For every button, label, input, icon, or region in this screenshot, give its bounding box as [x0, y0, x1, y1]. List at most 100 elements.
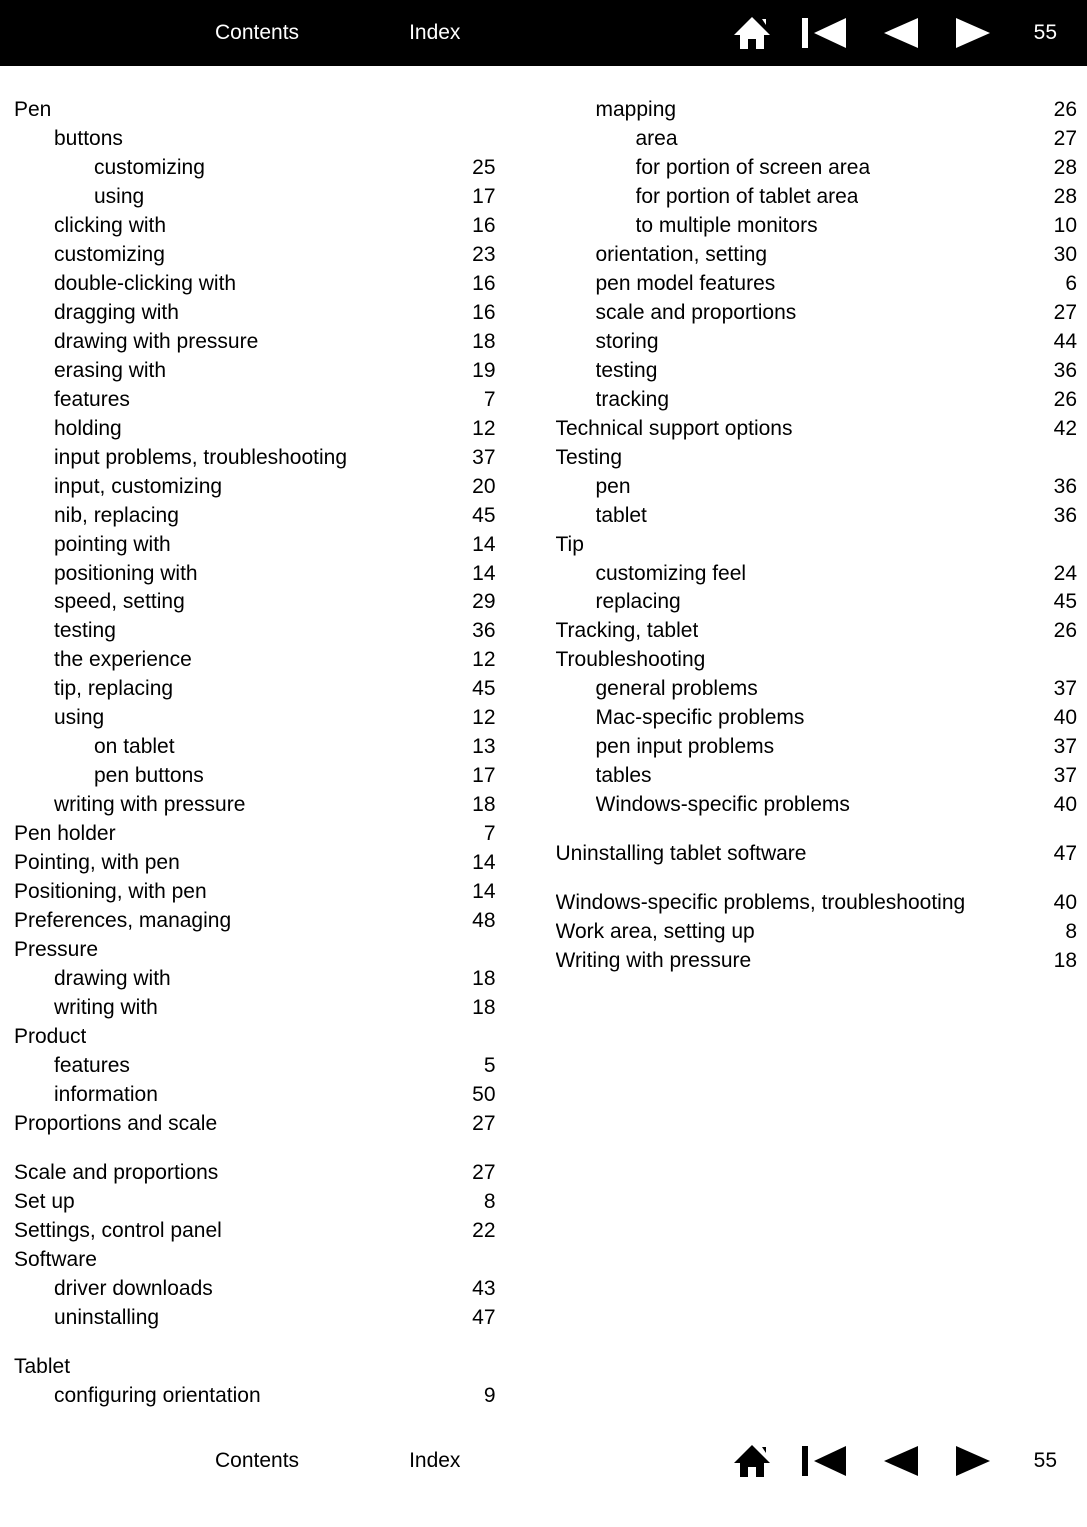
index-entry[interactable]: Troubleshooting: [556, 646, 1078, 675]
index-entry-page: 43: [464, 1275, 495, 1304]
index-entry-label: the experience: [54, 646, 192, 675]
index-entry[interactable]: pen buttons17: [14, 762, 496, 791]
index-entry[interactable]: dragging with16: [14, 299, 496, 328]
home-icon[interactable]: [732, 15, 772, 51]
index-entry-label: Software: [14, 1246, 97, 1275]
index-entry[interactable]: drawing with pressure18: [14, 328, 496, 357]
index-entry-label: replacing: [596, 588, 681, 617]
index-entry[interactable]: Settings, control panel22: [14, 1217, 496, 1246]
index-entry-label: Tablet: [14, 1353, 70, 1382]
index-entry[interactable]: tablet36: [556, 502, 1078, 531]
index-entry[interactable]: on tablet13: [14, 733, 496, 762]
index-entry[interactable]: information50: [14, 1081, 496, 1110]
index-entry[interactable]: area27: [556, 125, 1078, 154]
index-entry[interactable]: nib, replacing45: [14, 502, 496, 531]
index-entry[interactable]: writing with18: [14, 994, 496, 1023]
index-entry[interactable]: Pen holder7: [14, 820, 496, 849]
index-entry[interactable]: testing36: [556, 357, 1078, 386]
index-entry[interactable]: customizing23: [14, 241, 496, 270]
index-entry[interactable]: Scale and proportions27: [14, 1159, 496, 1188]
index-entry[interactable]: orientation, setting30: [556, 241, 1078, 270]
index-entry[interactable]: Writing with pressure18: [556, 947, 1078, 976]
index-entry[interactable]: Pressure: [14, 936, 496, 965]
index-entry-page: 42: [1046, 415, 1077, 444]
index-link-bottom[interactable]: Index: [409, 1449, 460, 1473]
home-icon[interactable]: [732, 1443, 772, 1479]
first-page-icon[interactable]: [802, 1444, 848, 1478]
index-entry[interactable]: for portion of screen area28: [556, 154, 1078, 183]
index-entry[interactable]: using12: [14, 704, 496, 733]
index-entry[interactable]: Pen: [14, 96, 496, 125]
index-entry[interactable]: Pointing, with pen14: [14, 849, 496, 878]
index-entry[interactable]: replacing45: [556, 588, 1078, 617]
index-entry[interactable]: using17: [14, 183, 496, 212]
index-entry[interactable]: testing36: [14, 617, 496, 646]
index-entry[interactable]: tracking26: [556, 386, 1078, 415]
index-entry-page: 37: [464, 444, 495, 473]
index-entry[interactable]: Tip: [556, 531, 1078, 560]
index-entry[interactable]: speed, setting29: [14, 588, 496, 617]
contents-link-bottom[interactable]: Contents: [215, 1449, 299, 1473]
first-page-icon[interactable]: [802, 16, 848, 50]
index-entry[interactable]: tables37: [556, 762, 1078, 791]
index-entry-label: driver downloads: [54, 1275, 213, 1304]
index-entry[interactable]: to multiple monitors10: [556, 212, 1078, 241]
index-entry-page: 26: [1046, 96, 1077, 125]
index-entry[interactable]: holding12: [14, 415, 496, 444]
index-entry[interactable]: erasing with19: [14, 357, 496, 386]
index-entry[interactable]: for portion of tablet area28: [556, 183, 1078, 212]
index-entry[interactable]: Software: [14, 1246, 496, 1275]
next-page-icon[interactable]: [952, 16, 996, 50]
index-entry[interactable]: storing44: [556, 328, 1078, 357]
index-entry[interactable]: scale and proportions27: [556, 299, 1078, 328]
index-entry-label: area: [636, 125, 678, 154]
index-entry[interactable]: input problems, troubleshooting37: [14, 444, 496, 473]
index-entry[interactable]: Testing: [556, 444, 1078, 473]
index-entry-page: 10: [1046, 212, 1077, 241]
index-entry[interactable]: positioning with14: [14, 560, 496, 589]
index-entry[interactable]: Technical support options42: [556, 415, 1078, 444]
index-entry[interactable]: Uninstalling tablet software47: [556, 840, 1078, 869]
index-entry[interactable]: Tracking, tablet26: [556, 617, 1078, 646]
index-entry[interactable]: pointing with14: [14, 531, 496, 560]
index-entry-label: Product: [14, 1023, 86, 1052]
index-entry[interactable]: uninstalling47: [14, 1304, 496, 1333]
index-entry[interactable]: configuring orientation9: [14, 1382, 496, 1411]
index-entry[interactable]: pen input problems37: [556, 733, 1078, 762]
index-entry-page: 47: [1046, 840, 1077, 869]
index-entry[interactable]: Work area, setting up8: [556, 918, 1078, 947]
index-entry[interactable]: Tablet: [14, 1353, 496, 1382]
index-entry[interactable]: Proportions and scale27: [14, 1110, 496, 1139]
prev-page-icon[interactable]: [878, 16, 922, 50]
next-page-icon[interactable]: [952, 1444, 996, 1478]
index-entry-label: scale and proportions: [596, 299, 797, 328]
index-entry[interactable]: mapping26: [556, 96, 1078, 125]
index-entry[interactable]: input, customizing20: [14, 473, 496, 502]
index-entry[interactable]: general problems37: [556, 675, 1078, 704]
index-entry[interactable]: Windows-specific problems40: [556, 791, 1078, 820]
index-entry[interactable]: writing with pressure18: [14, 791, 496, 820]
index-entry[interactable]: pen36: [556, 473, 1078, 502]
index-entry[interactable]: Mac-specific problems40: [556, 704, 1078, 733]
index-entry[interactable]: customizing feel24: [556, 560, 1078, 589]
index-entry[interactable]: tip, replacing45: [14, 675, 496, 704]
index-entry[interactable]: Windows-specific problems, troubleshooti…: [556, 889, 1078, 918]
prev-page-icon[interactable]: [878, 1444, 922, 1478]
index-entry-page: 36: [1046, 357, 1077, 386]
index-entry[interactable]: features5: [14, 1052, 496, 1081]
index-entry[interactable]: double-clicking with16: [14, 270, 496, 299]
index-entry[interactable]: the experience12: [14, 646, 496, 675]
index-entry[interactable]: Product: [14, 1023, 496, 1052]
index-entry[interactable]: features7: [14, 386, 496, 415]
index-entry[interactable]: Preferences, managing48: [14, 907, 496, 936]
index-link[interactable]: Index: [409, 21, 460, 45]
index-entry[interactable]: driver downloads 43: [14, 1275, 496, 1304]
index-entry[interactable]: drawing with18: [14, 965, 496, 994]
contents-link[interactable]: Contents: [215, 21, 299, 45]
index-entry[interactable]: Positioning, with pen14: [14, 878, 496, 907]
index-entry[interactable]: pen model features6: [556, 270, 1078, 299]
index-entry[interactable]: Set up8: [14, 1188, 496, 1217]
index-entry[interactable]: customizing25: [14, 154, 496, 183]
index-entry[interactable]: buttons: [14, 125, 496, 154]
index-entry[interactable]: clicking with16: [14, 212, 496, 241]
